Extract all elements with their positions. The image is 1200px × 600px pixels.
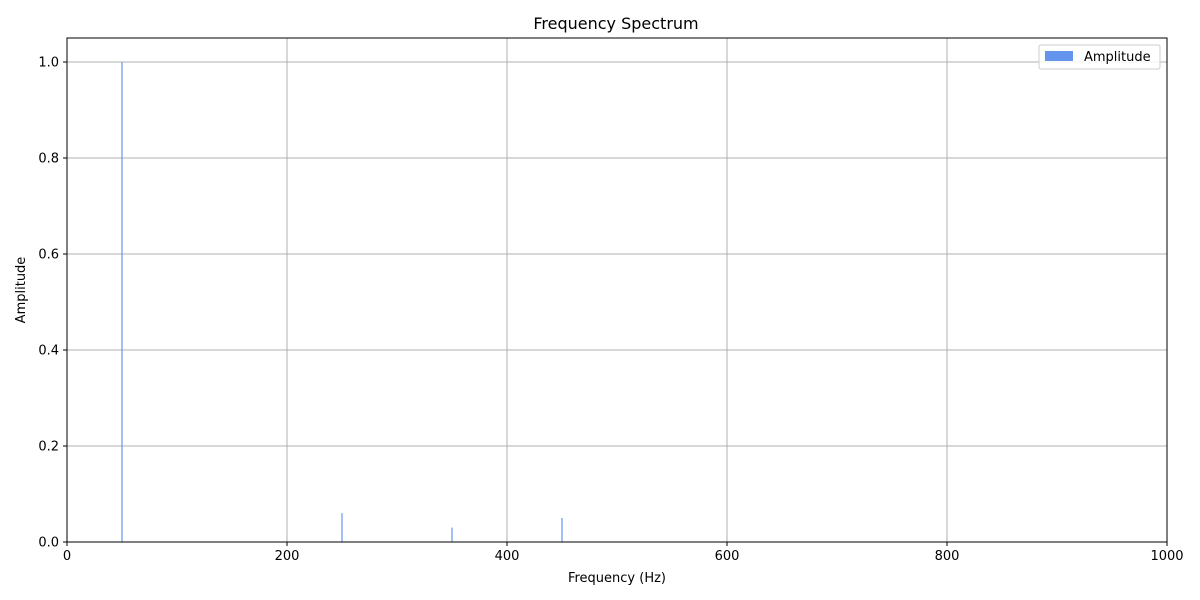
legend-entry-amplitude: Amplitude — [1084, 50, 1151, 65]
plot-frame — [66, 37, 1168, 543]
grid-lines — [66, 38, 1168, 543]
bars — [121, 62, 563, 542]
spectrum-bar — [121, 62, 123, 542]
x-axis-label: Frequency (Hz) — [568, 571, 666, 586]
y-tick-label: 0.6 — [38, 248, 59, 263]
legend: Amplitude — [1038, 44, 1161, 70]
x-tick-label: 1000 — [1150, 549, 1183, 564]
spectrum-bar — [451, 527, 453, 542]
y-tick-label: 1.0 — [38, 56, 59, 71]
chart-title: Frequency Spectrum — [533, 14, 698, 33]
y-tick-label: 0.0 — [38, 536, 59, 551]
x-tick-label: 800 — [935, 549, 960, 564]
x-tick-label: 600 — [715, 549, 740, 564]
y-tick-label: 0.2 — [38, 440, 59, 455]
x-tick-label: 0 — [63, 549, 71, 564]
x-axis-ticks: 0 200 400 600 800 1000 — [63, 542, 1184, 564]
y-axis-label: Amplitude — [14, 257, 29, 324]
y-tick-label: 0.4 — [38, 344, 59, 359]
x-tick-label: 200 — [275, 549, 300, 564]
x-tick-label: 400 — [495, 549, 520, 564]
spectrum-bar — [561, 518, 563, 542]
legend-swatch — [1045, 51, 1073, 61]
spectrum-bar — [341, 513, 343, 542]
y-axis-ticks: 0.0 0.2 0.4 0.6 0.8 1.0 — [38, 56, 67, 551]
y-tick-label: 0.8 — [38, 152, 59, 167]
